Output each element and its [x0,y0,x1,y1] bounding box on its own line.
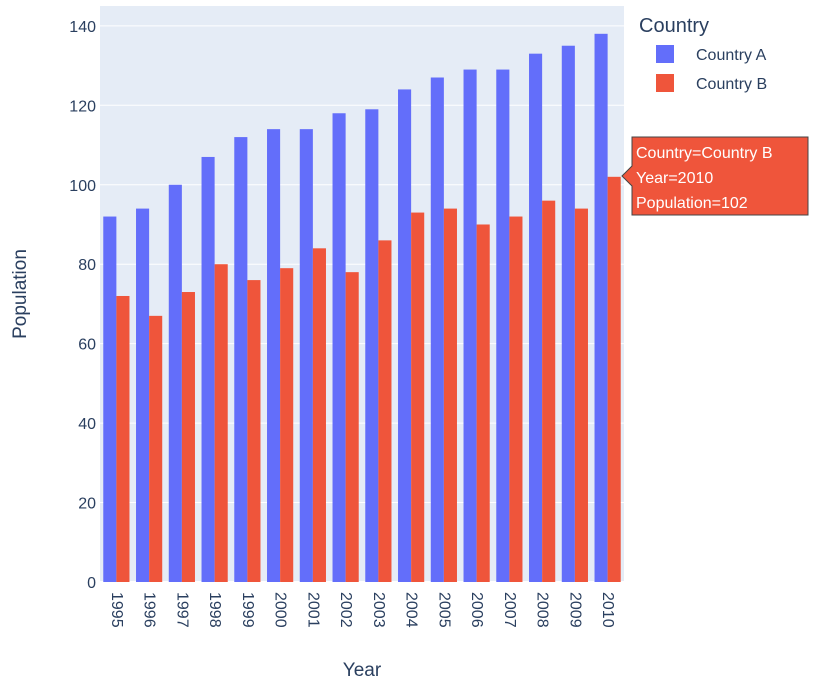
x-tick-label: 2008 [534,592,551,628]
tooltip-line-series: Country=Country B [636,145,773,162]
bar-country-b-2002[interactable] [345,272,359,582]
x-tick-label: 2002 [337,592,354,628]
x-tick-label: 1998 [206,592,223,628]
x-tick-label: 1996 [141,592,158,628]
legend-swatch-country-b [656,74,674,92]
x-tick-label: 2007 [501,592,518,628]
x-tick-label: 1997 [173,592,190,628]
legend: Country Country A Country B [639,15,767,93]
tooltip-line-population: Population=102 [636,195,748,212]
x-tick-label: 2009 [566,592,583,628]
bar-country-b-2003[interactable] [378,240,392,582]
legend-title: Country [639,15,709,37]
bar-country-b-1995[interactable] [116,295,130,582]
bar-country-b-2005[interactable] [443,208,457,582]
bar-country-a-2005[interactable] [430,77,444,582]
tooltip-line-year: Year=2010 [636,170,713,187]
y-tick-label: 40 [78,416,96,433]
x-tick-label: 2006 [468,592,485,628]
legend-item-country-a[interactable]: Country A [656,45,767,64]
bar-country-b-1999[interactable] [247,280,261,582]
bar-country-a-2007[interactable] [496,69,510,583]
legend-swatch-country-a [656,45,674,63]
y-axis-title: Population [10,249,31,339]
y-tick-label: 140 [69,19,96,36]
bar-country-a-2002[interactable] [332,113,346,582]
bar-country-b-2008[interactable] [542,200,556,583]
x-tick-label: 2010 [599,592,616,628]
legend-label-country-a: Country A [696,47,767,64]
bar-country-b-1997[interactable] [181,292,195,582]
legend-label-country-b: Country B [696,76,767,93]
x-tick-label: 2005 [435,592,452,628]
x-tick-label: 1999 [239,592,256,628]
x-tick-label: 2001 [304,592,321,628]
tooltip-box [621,136,809,216]
bar-country-a-2001[interactable] [299,129,313,582]
bar-country-b-2001[interactable] [312,248,326,582]
y-tick-label: 100 [69,178,96,195]
bar-country-a-2009[interactable] [561,45,575,583]
bar-country-a-1999[interactable] [234,137,248,582]
x-tick-label: 2003 [370,592,387,628]
bar-country-a-2003[interactable] [365,109,379,582]
bar-country-b-2010[interactable] [607,176,621,583]
x-tick-label: 2000 [272,592,289,628]
bar-country-a-2006[interactable] [463,69,477,583]
bar-country-b-2000[interactable] [280,268,294,582]
x-tick-label: 1995 [108,592,125,628]
hover-tooltip: Country=Country B Year=2010 Population=1… [621,136,809,216]
bars [103,33,621,583]
bar-country-b-2009[interactable] [574,208,588,582]
bar-country-a-2008[interactable] [529,53,543,583]
y-tick-label: 0 [87,575,96,592]
x-tick-labels: 1995 1996 1997 1998 1999 2000 2001 2002 2003 2004… [108,592,616,628]
bar-country-a-2010[interactable] [594,33,608,583]
bar-country-b-1996[interactable] [149,315,163,582]
bar-country-b-2007[interactable] [509,216,523,582]
bar-country-a-2004[interactable] [398,89,412,583]
y-tick-label: 60 [78,337,96,354]
bar-country-b-2004[interactable] [411,212,425,582]
bar-country-a-1998[interactable] [201,156,215,582]
bar-country-a-1997[interactable] [168,184,182,583]
y-tick-labels: 0 20 40 60 80 100 120 140 [69,19,96,592]
bar-country-b-1998[interactable] [214,264,228,582]
bar-country-a-1995[interactable] [103,216,117,582]
legend-item-country-b[interactable]: Country B [656,74,767,93]
y-tick-label: 80 [78,257,96,274]
bar-country-a-1996[interactable] [136,208,150,582]
y-tick-label: 20 [78,496,96,513]
x-axis-title: Year [343,660,382,681]
bar-country-b-2006[interactable] [476,224,490,582]
bar-country-a-2000[interactable] [267,129,281,582]
x-tick-label: 2004 [403,592,420,628]
y-tick-label: 120 [69,98,96,115]
